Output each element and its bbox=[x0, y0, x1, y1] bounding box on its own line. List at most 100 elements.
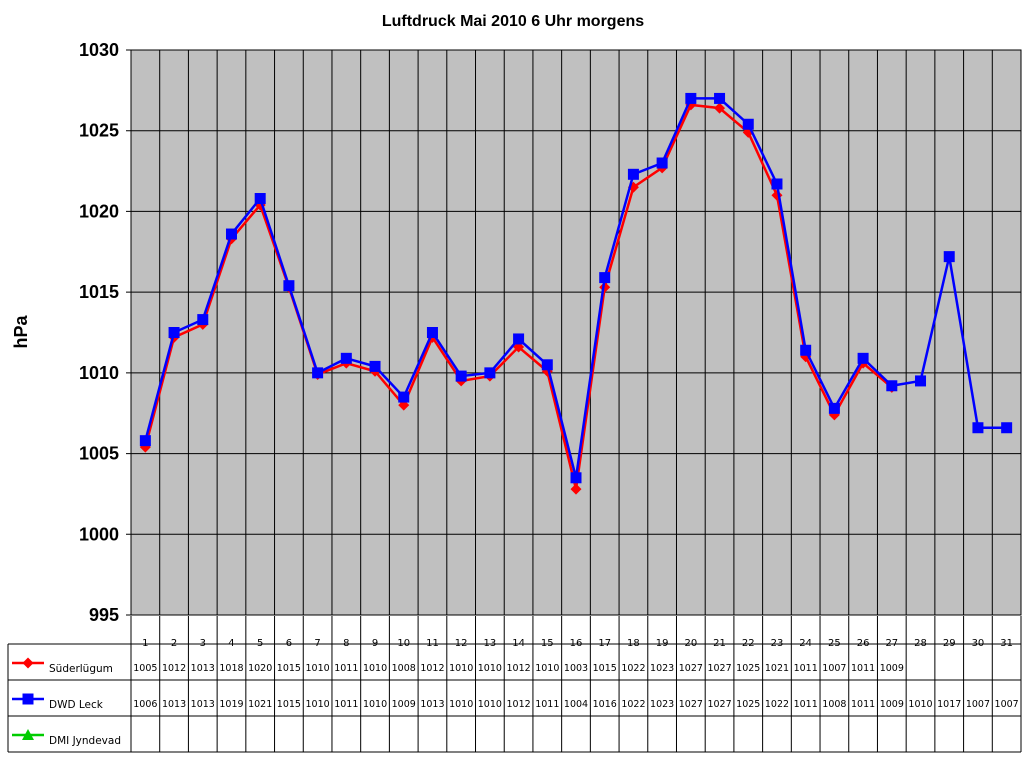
x-tick-label: 12 bbox=[455, 638, 468, 649]
x-tick-label: 28 bbox=[914, 638, 927, 649]
x-tick-label: 8 bbox=[343, 638, 349, 649]
table-cell: 1025 bbox=[736, 699, 760, 710]
x-tick-label: 10 bbox=[397, 638, 410, 649]
y-tick-label: 1005 bbox=[79, 444, 119, 464]
table-cell: 1013 bbox=[420, 699, 444, 710]
table-cell: 1013 bbox=[162, 699, 186, 710]
x-tick-label: 4 bbox=[228, 638, 234, 649]
table-cell: 1022 bbox=[765, 699, 789, 710]
y-tick-label: 1025 bbox=[79, 121, 119, 141]
table-cell: 1011 bbox=[794, 699, 818, 710]
table-cell: 1010 bbox=[306, 663, 330, 674]
table-cell: 1027 bbox=[679, 663, 703, 674]
table-cell: 1003 bbox=[564, 663, 588, 674]
data-point bbox=[599, 272, 611, 284]
x-tick-label: 13 bbox=[484, 638, 497, 649]
data-point bbox=[139, 435, 151, 447]
legend-label: DWD Leck bbox=[49, 699, 104, 711]
table-cell: 1011 bbox=[851, 699, 875, 710]
table-cell: 1021 bbox=[248, 699, 272, 710]
y-tick-label: 995 bbox=[89, 605, 119, 625]
x-tick-label: 2 bbox=[171, 638, 177, 649]
table-cell: 1016 bbox=[593, 699, 617, 710]
x-tick-label: 15 bbox=[541, 638, 554, 649]
table-cell: 1027 bbox=[707, 699, 731, 710]
data-point bbox=[283, 280, 295, 292]
data-point bbox=[800, 344, 812, 356]
y-tick-label: 1000 bbox=[79, 524, 119, 544]
data-point bbox=[714, 102, 726, 114]
x-tick-label: 31 bbox=[1000, 638, 1013, 649]
data-point bbox=[915, 375, 927, 387]
data-point bbox=[369, 360, 381, 372]
table-cell: 1010 bbox=[449, 699, 473, 710]
data-point bbox=[1001, 422, 1013, 434]
table-cell: 1012 bbox=[506, 699, 530, 710]
data-point bbox=[742, 118, 754, 130]
data-point bbox=[685, 92, 697, 104]
data-point bbox=[225, 228, 237, 240]
table-cell: 1019 bbox=[219, 699, 243, 710]
table-cell: 1009 bbox=[880, 663, 904, 674]
x-tick-label: 29 bbox=[943, 638, 956, 649]
x-tick-label: 23 bbox=[771, 638, 784, 649]
x-tick-label: 1 bbox=[142, 638, 148, 649]
table-cell: 1027 bbox=[707, 663, 731, 674]
data-point bbox=[340, 352, 352, 364]
table-cell: 1010 bbox=[363, 663, 387, 674]
table-cell: 1011 bbox=[794, 663, 818, 674]
chart-title: Luftdruck Mai 2010 6 Uhr morgens bbox=[382, 13, 644, 30]
table-cell: 1009 bbox=[880, 699, 904, 710]
legend-label: DMI Jyndevad bbox=[49, 735, 121, 747]
table-cell: 1004 bbox=[564, 699, 588, 710]
table-cell: 1010 bbox=[535, 663, 559, 674]
x-tick-label: 26 bbox=[857, 638, 870, 649]
table-cell: 1012 bbox=[162, 663, 186, 674]
table-cell: 1021 bbox=[765, 663, 789, 674]
x-tick-label: 18 bbox=[627, 638, 640, 649]
table-cell: 1017 bbox=[937, 699, 961, 710]
data-point bbox=[312, 367, 324, 379]
data-point bbox=[570, 483, 582, 495]
legend-label: Süderlügum bbox=[49, 663, 113, 675]
x-tick-label: 14 bbox=[512, 638, 525, 649]
data-point bbox=[857, 352, 869, 364]
table-cell: 1011 bbox=[535, 699, 559, 710]
data-point bbox=[627, 168, 639, 180]
x-tick-label: 7 bbox=[314, 638, 320, 649]
y-tick-label: 1010 bbox=[79, 363, 119, 383]
data-point bbox=[656, 157, 668, 169]
y-axis-label: hPa bbox=[11, 315, 31, 349]
legend-marker bbox=[22, 729, 34, 740]
y-tick-label: 1020 bbox=[79, 201, 119, 221]
data-point bbox=[484, 367, 496, 379]
data-point bbox=[541, 359, 553, 371]
table-cell: 1015 bbox=[277, 699, 301, 710]
table-cell: 1023 bbox=[650, 663, 674, 674]
legend-marker bbox=[22, 657, 34, 669]
table-cell: 1010 bbox=[306, 699, 330, 710]
x-tick-label: 20 bbox=[684, 638, 697, 649]
data-point bbox=[168, 327, 180, 338]
y-tick-label: 1015 bbox=[79, 282, 119, 302]
data-point bbox=[426, 327, 438, 338]
data-point bbox=[570, 472, 582, 484]
x-tick-label: 27 bbox=[885, 638, 898, 649]
table-cell: 1010 bbox=[478, 699, 502, 710]
table-cell: 1025 bbox=[736, 663, 760, 674]
x-tick-label: 21 bbox=[713, 638, 726, 649]
table-cell: 1007 bbox=[822, 663, 846, 674]
table-cell: 1018 bbox=[219, 663, 243, 674]
data-point bbox=[828, 402, 840, 414]
table-cell: 1023 bbox=[650, 699, 674, 710]
data-point bbox=[742, 126, 754, 138]
table-cell: 1007 bbox=[995, 699, 1019, 710]
table-cell: 1012 bbox=[420, 663, 444, 674]
table-cell: 1011 bbox=[851, 663, 875, 674]
x-tick-label: 24 bbox=[799, 638, 812, 649]
x-tick-label: 17 bbox=[598, 638, 611, 649]
x-tick-label: 6 bbox=[286, 638, 292, 649]
data-point bbox=[455, 370, 467, 382]
table-cell: 1007 bbox=[966, 699, 990, 710]
